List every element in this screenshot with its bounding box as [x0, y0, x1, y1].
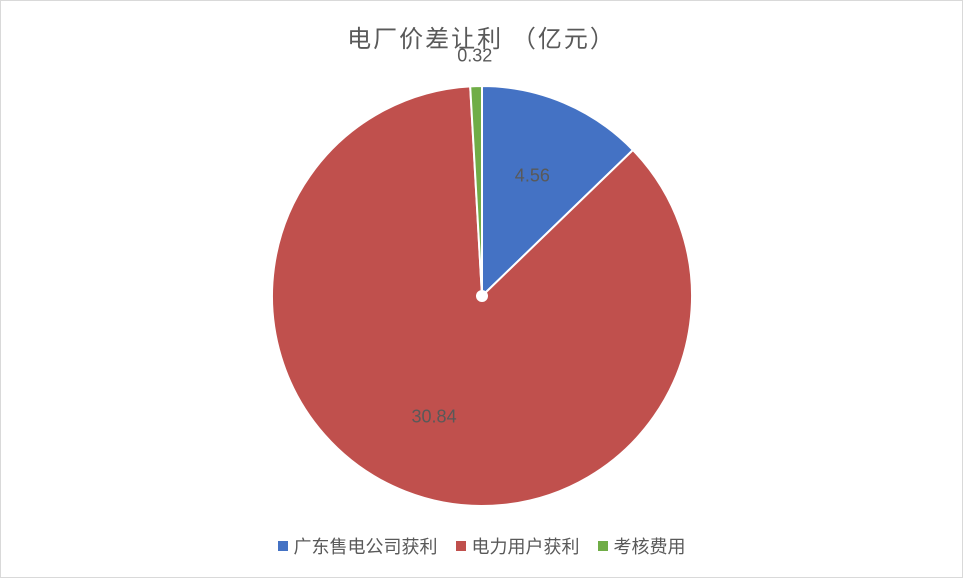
data-label: 30.84 — [412, 407, 457, 428]
data-label: 0.32 — [457, 46, 492, 67]
data-label: 4.56 — [515, 166, 550, 187]
legend-swatch — [598, 541, 608, 551]
legend-swatch — [278, 541, 288, 551]
legend-label: 考核费用 — [614, 533, 686, 559]
legend-item: 考核费用 — [598, 533, 686, 559]
pie-svg — [272, 86, 692, 506]
legend-label: 广东售电公司获利 — [294, 533, 438, 559]
legend-item: 电力用户获利 — [456, 533, 580, 559]
pie-center-notch — [476, 290, 488, 302]
legend-swatch — [456, 541, 466, 551]
pie-chart: 4.5630.840.32 — [272, 86, 692, 506]
legend-item: 广东售电公司获利 — [278, 533, 438, 559]
legend: 广东售电公司获利 电力用户获利 考核费用 — [1, 533, 962, 559]
legend-label: 电力用户获利 — [472, 533, 580, 559]
chart-container: 电厂价差让利 （亿元） 4.5630.840.32 广东售电公司获利 电力用户获… — [0, 0, 963, 578]
